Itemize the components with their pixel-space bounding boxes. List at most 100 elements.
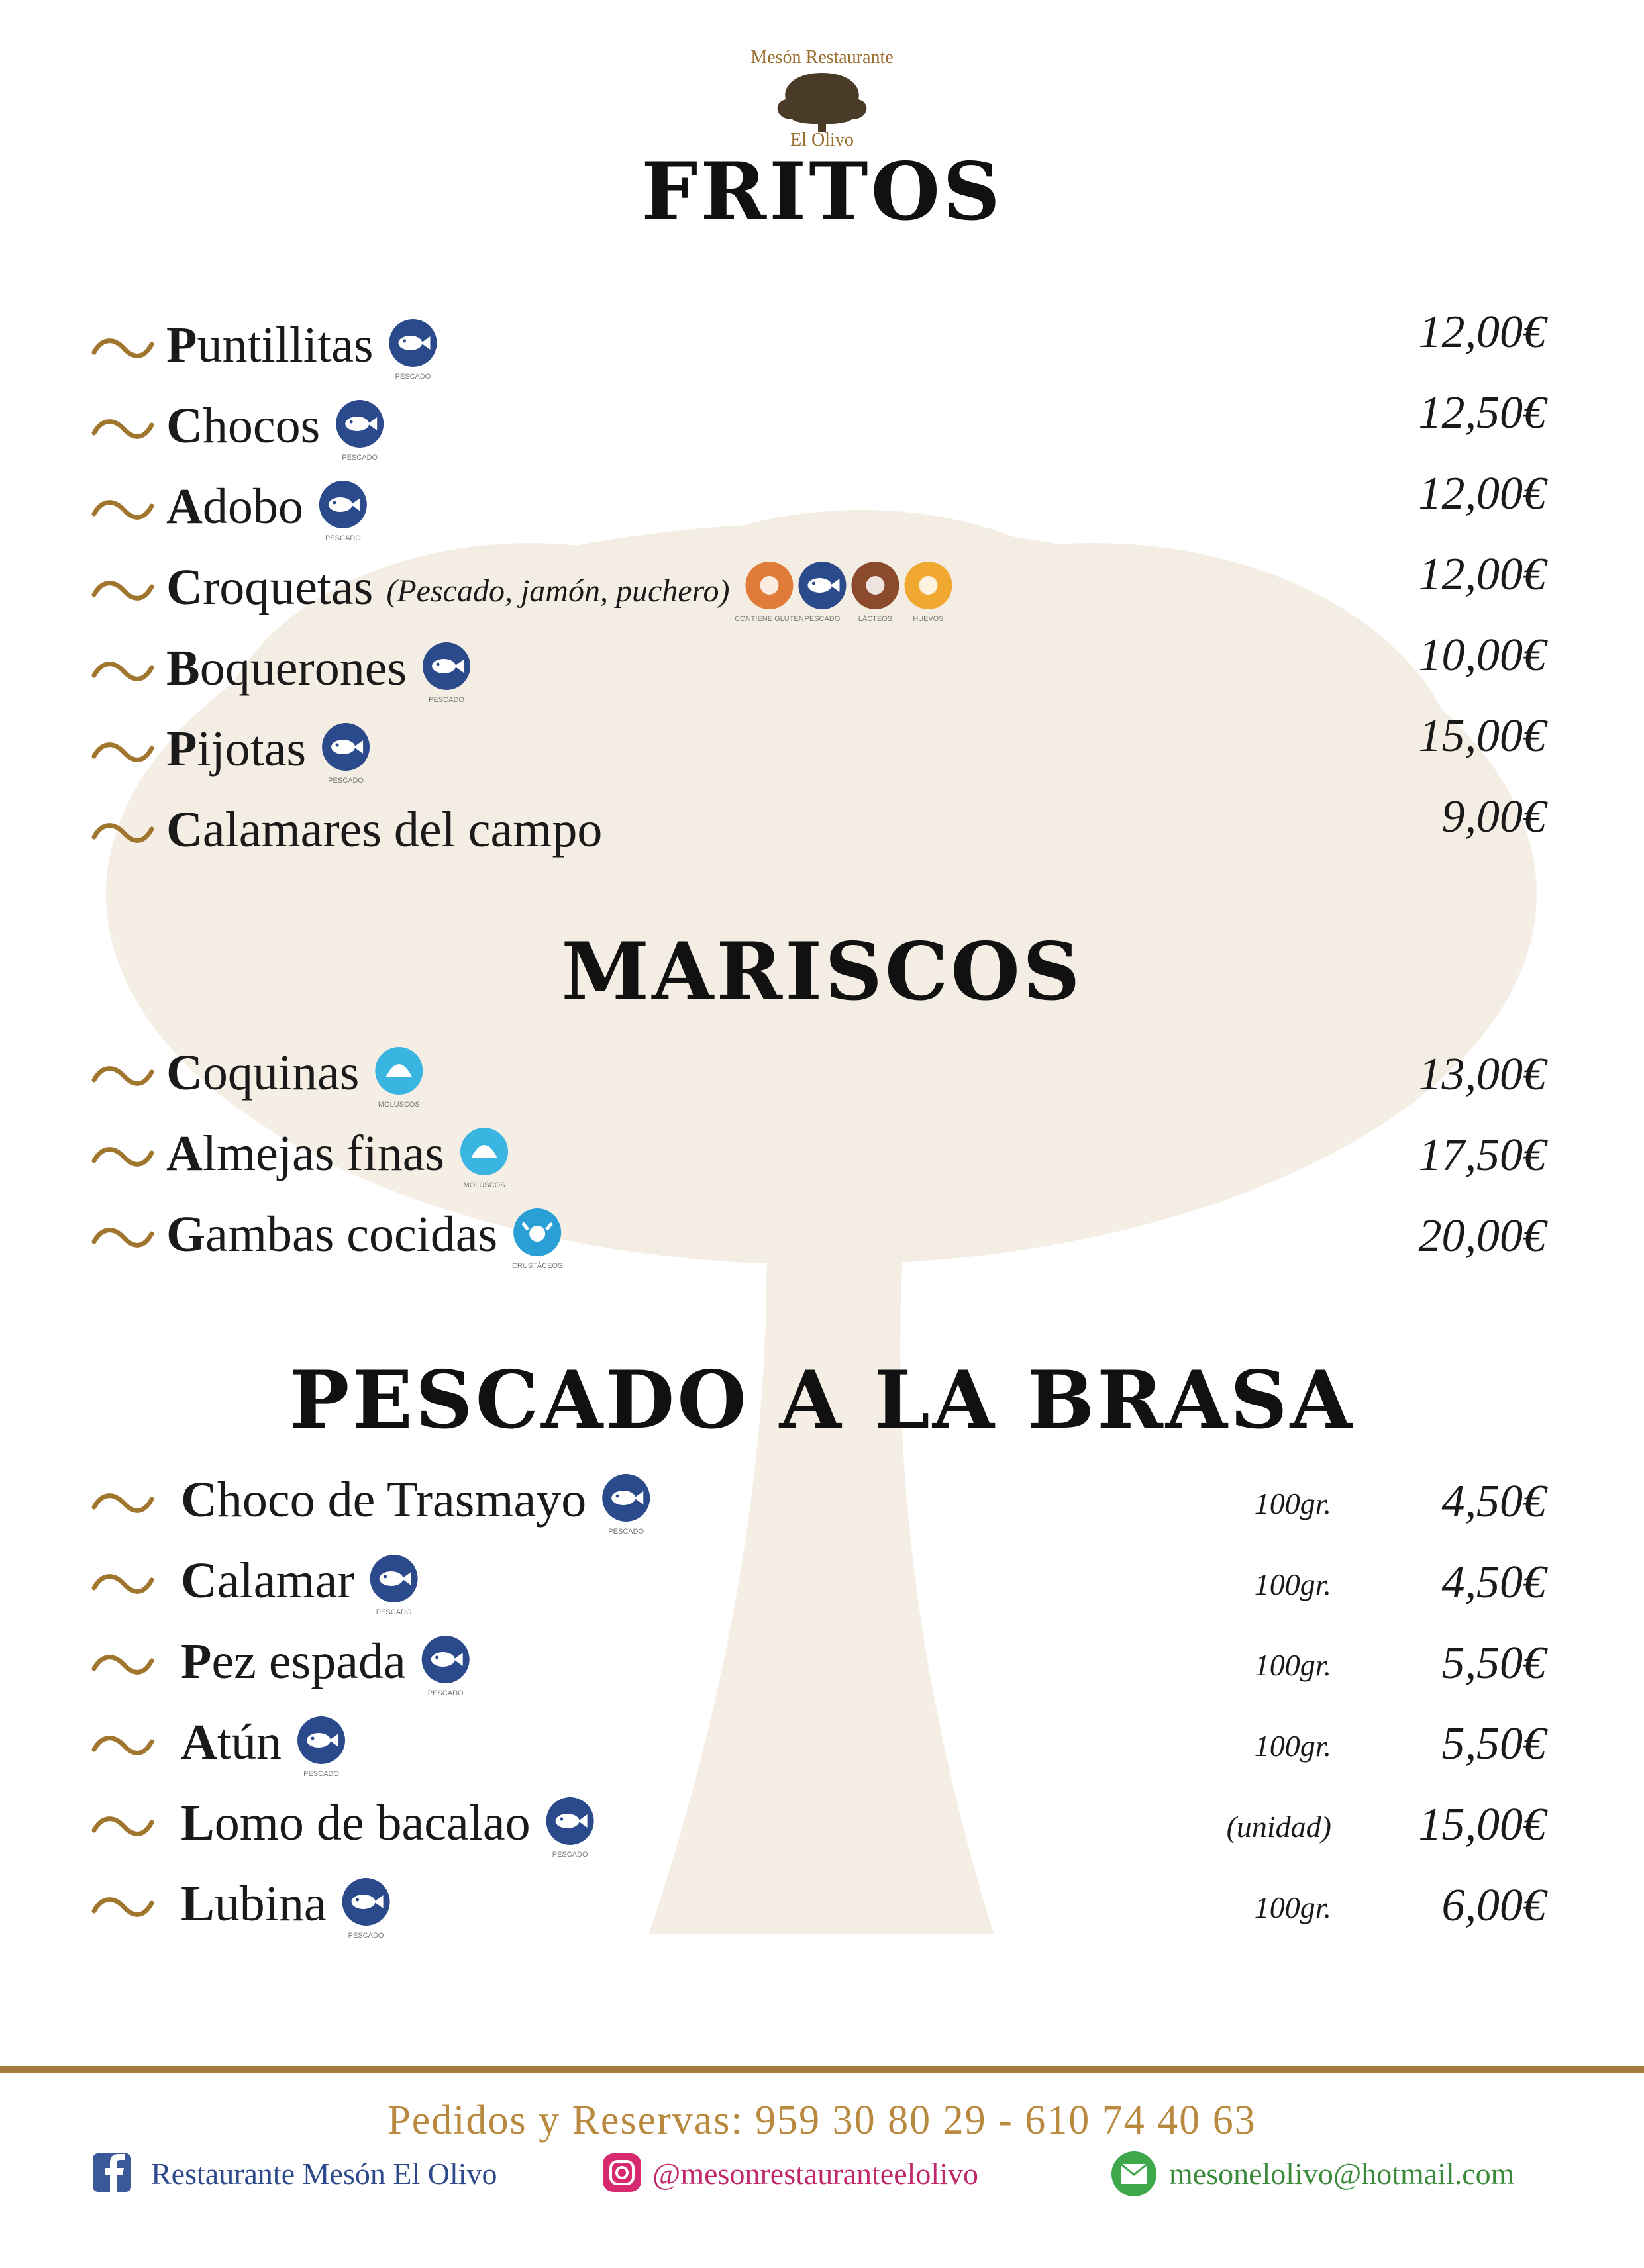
item-unit: 100gr. [1255, 1729, 1331, 1763]
fish-body [807, 578, 832, 593]
fish-eye [811, 581, 815, 585]
item-name: Lomo de bacalao [181, 1795, 531, 1851]
item-name: Pijotas [166, 721, 306, 777]
allergen-label: PESCADO [376, 1608, 412, 1616]
item-initial: L [181, 1795, 215, 1851]
allergen-label: PESCADO [428, 1689, 464, 1697]
fish-eye [356, 1898, 360, 1902]
fish-eye [615, 1494, 619, 1498]
facebook-icon [93, 2153, 131, 2192]
item-initial: A [166, 1126, 203, 1181]
logo-name: El Olivo [790, 130, 854, 150]
facebook[interactable]: Restaurante Mesón El Olivo [151, 2157, 497, 2191]
allergen-label: PESCADO [608, 1528, 644, 1536]
fish-eye [384, 1575, 387, 1579]
crab [529, 1226, 546, 1242]
tilde [91, 662, 154, 681]
item-rest: lmejas finas [203, 1126, 444, 1181]
tilde [91, 1736, 154, 1755]
tilde [91, 1066, 154, 1086]
item-unit: 100gr. [1255, 1567, 1331, 1601]
item-name: Coquinas [166, 1045, 359, 1101]
email[interactable]: mesonelolivo@hotmail.com [1169, 2157, 1515, 2191]
item-rest: ubina [215, 1876, 327, 1932]
menu-item: Boquerones PESCADO 10,00€ [91, 630, 1548, 704]
fish-tail [329, 1734, 339, 1747]
menu-item: Coquinas MOLUSCOS 13,00€ [91, 1045, 1548, 1109]
fish-body [345, 417, 370, 431]
fish-eye [402, 339, 406, 343]
item-price: 12,00€ [1419, 549, 1549, 600]
menu-section: FRITOS Puntillitas PESCADO 12,00€ Chocos PESC… [91, 145, 1549, 858]
allergen-label: PESCADO [325, 534, 361, 542]
menu-item: Almejas finas MOLUSCOS 17,50€ [91, 1126, 1549, 1189]
item-initial: C [166, 560, 203, 615]
item-initial: P [181, 1634, 211, 1689]
menu-section: PESCADO A LA BRASA Choco de Trasmayo PESCA… [91, 1354, 1549, 1940]
allergen-label: CONTIENE GLUTEN [735, 615, 804, 623]
section-title: PESCADO A LA BRASA [289, 1354, 1355, 1447]
logo-arc: Mesón Restaurante [750, 47, 893, 68]
item-name: Chocos [166, 398, 320, 454]
item-name: Calamar [181, 1553, 354, 1608]
allergen-label: PESCADO [303, 1770, 339, 1778]
fish-eye [560, 1817, 564, 1821]
tilde [91, 1816, 154, 1836]
fish-eye [311, 1736, 315, 1740]
tilde [91, 1574, 154, 1594]
item-initial: P [166, 317, 197, 373]
menu-item: Adobo PESCADO 12,00€ [91, 468, 1549, 542]
fish-body [611, 1491, 636, 1505]
item-name: Puntillitas [166, 317, 373, 373]
fish-tail [401, 1572, 411, 1585]
allergen-label: LÁCTEOS [858, 615, 892, 623]
item-note: (Pescado, jamón, puchero) [386, 573, 729, 609]
menu-section: MARISCOS Coquinas MOLUSCOS 13,00€ Almejas fi… [91, 925, 1549, 1270]
fish-body [379, 1571, 403, 1586]
item-rest: ez espada [211, 1634, 405, 1689]
fish-tail [421, 336, 431, 350]
item-price: 17,50€ [1419, 1130, 1549, 1181]
item-name: Almejas finas [166, 1126, 444, 1181]
item-rest: roquetas [203, 560, 373, 615]
item-price: 12,00€ [1419, 468, 1549, 519]
item-rest: dobo [203, 479, 303, 534]
instagram-icon [603, 2153, 641, 2192]
item-price: 15,00€ [1419, 711, 1549, 762]
item-name: Choco de Trasmayo [181, 1472, 586, 1528]
item-name: Adobo [166, 479, 303, 534]
item-initial: C [166, 1045, 203, 1101]
email-icon [1111, 2151, 1156, 2196]
fish-tail [830, 579, 840, 592]
fish-tail [368, 417, 378, 430]
item-name: Boquerones [166, 640, 407, 696]
item-price: 12,00€ [1419, 307, 1549, 358]
item-price: 15,00€ [1419, 1799, 1549, 1850]
item-name: Gambas cocidas [166, 1207, 497, 1262]
fish-tail [578, 1814, 588, 1828]
fish-body [351, 1895, 376, 1909]
allergen-label: PESCADO [552, 1851, 588, 1859]
fish-body [431, 1652, 455, 1667]
item-initial: C [166, 802, 203, 858]
allergen-glyph [919, 576, 938, 595]
menu-item: Calamar PESCADO 100gr. 4,50€ [91, 1553, 1548, 1616]
item-rest: hoco de Trasmayo [217, 1472, 586, 1528]
menu-item: Lubina PESCADO 100gr. 6,00€ [91, 1876, 1548, 1940]
fish-eye [435, 1655, 439, 1659]
item-unit: 100gr. [1255, 1648, 1331, 1682]
item-initial: C [181, 1472, 217, 1528]
fish-tail [350, 498, 360, 511]
tilde [91, 823, 154, 843]
shell [471, 1145, 498, 1158]
menu-item: Pez espada PESCADO 100gr. 5,50€ [91, 1634, 1548, 1697]
fish-tail [454, 660, 464, 673]
menu-item: Atún PESCADO 100gr. 5,50€ [91, 1714, 1548, 1778]
item-price: 12,50€ [1419, 387, 1549, 438]
fish-body [328, 497, 352, 512]
tree-background [106, 510, 1537, 1934]
fish-eye [335, 743, 339, 747]
instagram[interactable]: @mesonrestauranteelolivo [652, 2157, 978, 2191]
allergen-label: PESCADO [429, 696, 464, 704]
item-rest: ambas cocidas [205, 1207, 497, 1262]
